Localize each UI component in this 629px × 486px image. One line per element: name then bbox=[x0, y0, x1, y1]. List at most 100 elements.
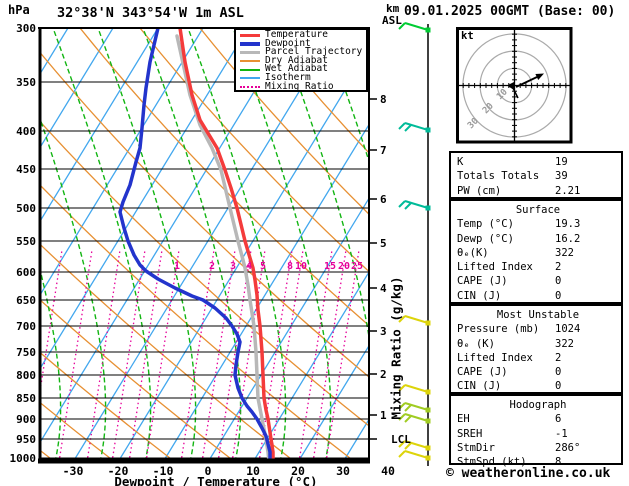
wind-barb bbox=[398, 122, 431, 133]
page-title: 32°38'N 343°54'W 1m ASL bbox=[57, 5, 244, 21]
temperature-tick-label: -20 bbox=[107, 464, 129, 478]
altitude-tick-label: 6 bbox=[380, 193, 387, 206]
legend-swatch-dewpoint bbox=[240, 42, 260, 46]
svg-text:15: 15 bbox=[324, 261, 336, 272]
panel-row-label: Totals Totals bbox=[457, 170, 540, 183]
panel-row-value: 16.2 bbox=[555, 232, 581, 245]
indices-panel: K 19 Totals Totals 39 PW (cm) 2.21 bbox=[449, 151, 623, 199]
temperature-curve bbox=[178, 28, 275, 462]
panel-row-label: CIN (J) bbox=[457, 380, 502, 393]
panel-row-label: PW (cm) bbox=[457, 184, 502, 197]
panel-row: Dewp (°C) 16.2 bbox=[457, 232, 619, 246]
panel-title: Most Unstable bbox=[496, 309, 580, 321]
pressure-tick-label: 300 bbox=[16, 22, 36, 35]
svg-text:5: 5 bbox=[260, 261, 266, 272]
panel-row: CIN (J) 0 bbox=[457, 289, 619, 303]
panel-row-value: 6 bbox=[555, 413, 562, 426]
wind-barb bbox=[398, 315, 431, 326]
panel-row-value: 39 bbox=[555, 170, 568, 183]
mixing-ratio-axis-title: Mixing Ratio (g/kg) bbox=[388, 276, 404, 420]
legend-item: Temperature bbox=[240, 29, 366, 40]
legend-label: Parcel Trajectory bbox=[265, 46, 363, 58]
temperature-tick-label: 40 bbox=[381, 464, 395, 478]
panel-row-label: SREH bbox=[457, 427, 483, 440]
parcel-trajectory-curve bbox=[175, 34, 271, 462]
wind-barb bbox=[398, 440, 431, 451]
legend-item: Wet Adiabat bbox=[240, 63, 366, 75]
panel-row-label: θₑ(K) bbox=[457, 246, 489, 259]
panel-row: PW (cm) 2.21 bbox=[457, 184, 619, 198]
sounding-curves bbox=[118, 28, 275, 462]
altitude-tick-label: 5 bbox=[380, 237, 387, 250]
panel-row: K 19 bbox=[457, 155, 619, 169]
panel-row-label: K bbox=[457, 156, 464, 168]
altitude-axis-unit-asl: ASL bbox=[382, 14, 402, 27]
panel-row-value: 322 bbox=[555, 337, 574, 350]
panel-row-label: Pressure (mb) bbox=[457, 323, 540, 336]
pressure-tick-label: 950 bbox=[16, 433, 36, 446]
panel-row-value: 286° bbox=[555, 441, 581, 454]
panel-row-value: 2.21 bbox=[555, 184, 581, 197]
pressure-tick-label: 600 bbox=[16, 266, 36, 279]
pressure-tick-label: 900 bbox=[16, 413, 36, 426]
legend-label: Dewpoint bbox=[265, 37, 311, 49]
panel-row-label: Lifted Index bbox=[457, 351, 533, 364]
pressure-tick-label: 450 bbox=[16, 163, 36, 176]
pressure-tick-label: 400 bbox=[16, 125, 36, 138]
wind-barb bbox=[398, 200, 431, 211]
panel-row: θₑ(K) 322 bbox=[457, 246, 619, 260]
wind-barb bbox=[398, 22, 431, 33]
legend-label: Wet Adiabat bbox=[265, 63, 328, 75]
wind-barb bbox=[398, 402, 431, 413]
svg-text:20: 20 bbox=[338, 261, 350, 272]
panel-row-label: StmDir bbox=[457, 441, 495, 454]
legend-label: Mixing Ratio bbox=[265, 80, 334, 92]
legend-label: Dry Adiabat bbox=[265, 54, 328, 66]
panel-row-label: Dewp (°C) bbox=[457, 232, 514, 245]
panel-row-value: 0 bbox=[555, 275, 562, 288]
panel-row-label: StmSpd (kt) bbox=[457, 456, 527, 469]
altitude-axis-unit-km: km bbox=[386, 2, 400, 15]
svg-text:4: 4 bbox=[246, 261, 252, 272]
panel-row-value: -1 bbox=[555, 427, 568, 440]
temperature-tick-label: 10 bbox=[246, 464, 260, 478]
legend-swatch-isotherm bbox=[240, 77, 260, 80]
panel-row: θₑ (K) 322 bbox=[457, 337, 619, 351]
hodograph-unit-label: kt bbox=[461, 30, 474, 42]
panel-row: SREH -1 bbox=[457, 427, 619, 441]
wind-barb bbox=[398, 450, 431, 461]
altitude-tick-label: 2 bbox=[380, 368, 387, 381]
panel-row: Totals Totals 39 bbox=[457, 169, 619, 183]
panel-row: Pressure (mb) 1024 bbox=[457, 322, 619, 336]
panel-row-value: 2 bbox=[555, 261, 562, 274]
legend-label: Temperature bbox=[265, 29, 328, 40]
panel-row-value: 19.3 bbox=[555, 218, 581, 231]
panel-title: Hodograph bbox=[509, 399, 567, 411]
hodograph-panel: Hodograph EH 6 SREH -1 StmDir 286° StmSpd (kt) 8 bbox=[449, 394, 623, 468]
legend-item: Dewpoint bbox=[240, 37, 366, 49]
pressure-tick-label: 700 bbox=[16, 320, 36, 333]
svg-text:10: 10 bbox=[295, 261, 307, 272]
panel-row: CAPE (J) 0 bbox=[457, 274, 619, 288]
pressure-axis-unit: hPa bbox=[8, 3, 30, 17]
pressure-tick-label: 350 bbox=[16, 76, 36, 89]
pressure-tick-label: 750 bbox=[16, 346, 36, 359]
panel-row-value: 19 bbox=[555, 156, 568, 168]
legend-item: Mixing Ratio bbox=[240, 80, 366, 92]
panel-row-label: Lifted Index bbox=[457, 261, 533, 274]
panel-row-label: Temp (°C) bbox=[457, 218, 514, 231]
temperature-tick-label: -10 bbox=[152, 464, 174, 478]
altitude-tick-label: 4 bbox=[380, 282, 387, 295]
panel-row-label: θₑ (K) bbox=[457, 337, 495, 350]
legend-item: Isotherm bbox=[240, 73, 366, 83]
legend-swatch-wet_adiabat bbox=[240, 68, 260, 71]
wind-barb-column bbox=[398, 22, 431, 466]
lcl-label: LCL bbox=[391, 433, 411, 446]
pressure-gridlines bbox=[40, 28, 369, 459]
panel-row-label: CIN (J) bbox=[457, 289, 502, 302]
valid-datetime: 09.01.2025 00GMT (Base: 00) bbox=[404, 4, 616, 19]
panel-row-value: 0 bbox=[555, 366, 562, 379]
